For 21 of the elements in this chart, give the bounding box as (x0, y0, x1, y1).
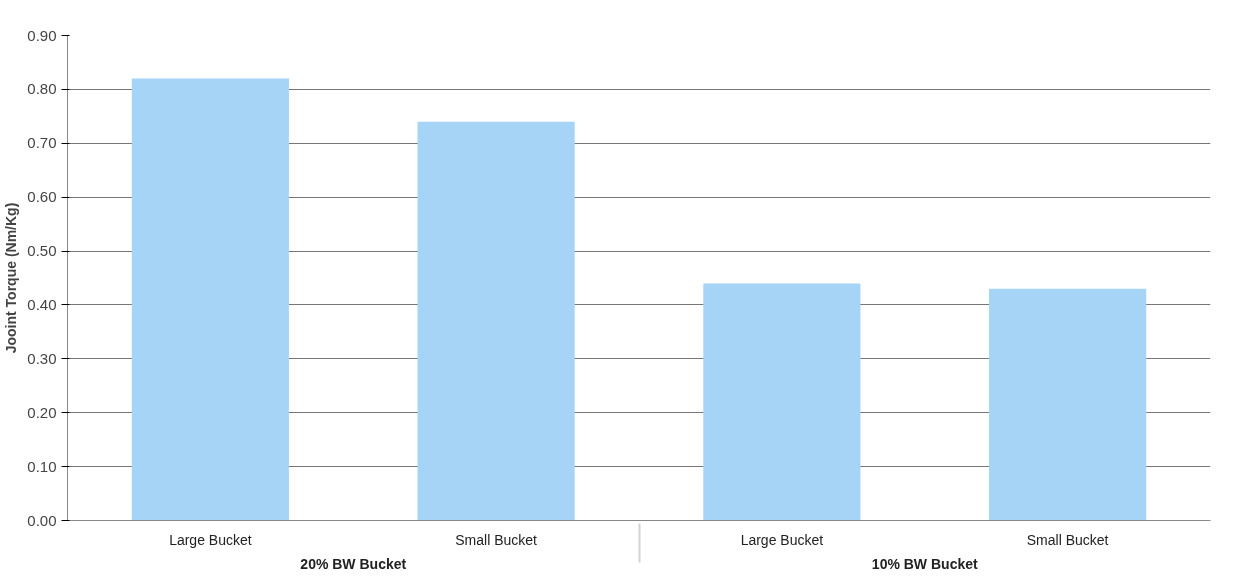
bar (703, 283, 861, 521)
y-tick-label: 0.10 (27, 457, 57, 475)
bar (417, 121, 575, 521)
bar (131, 78, 289, 521)
y-tick-label: 0.40 (27, 295, 57, 313)
y-tick-label: 0.30 (27, 349, 57, 367)
x-tick-label: Small Bucket (1026, 531, 1109, 548)
text: 10% BW Bucket (871, 555, 978, 572)
y-tick-label: 0.00 (27, 511, 57, 529)
bar (989, 288, 1147, 521)
x-tick-label: Small Bucket (455, 531, 538, 548)
y-tick-label: 0.70 (27, 134, 57, 152)
y-tick-label: 0.20 (27, 403, 57, 421)
y-axis-title: Jooint Torque (Nm/Kg) (3, 202, 20, 354)
y-tick-label: 0.90 (27, 26, 57, 44)
y-tick-label: 0.50 (27, 242, 57, 260)
y-tick-label: 0.80 (27, 80, 57, 98)
y-tick-label: 0.60 (27, 188, 57, 206)
x-tick-label: Large Bucket (740, 531, 824, 548)
text: 20% BW Bucket (300, 555, 407, 572)
x-tick-label: Large Bucket (169, 531, 252, 548)
